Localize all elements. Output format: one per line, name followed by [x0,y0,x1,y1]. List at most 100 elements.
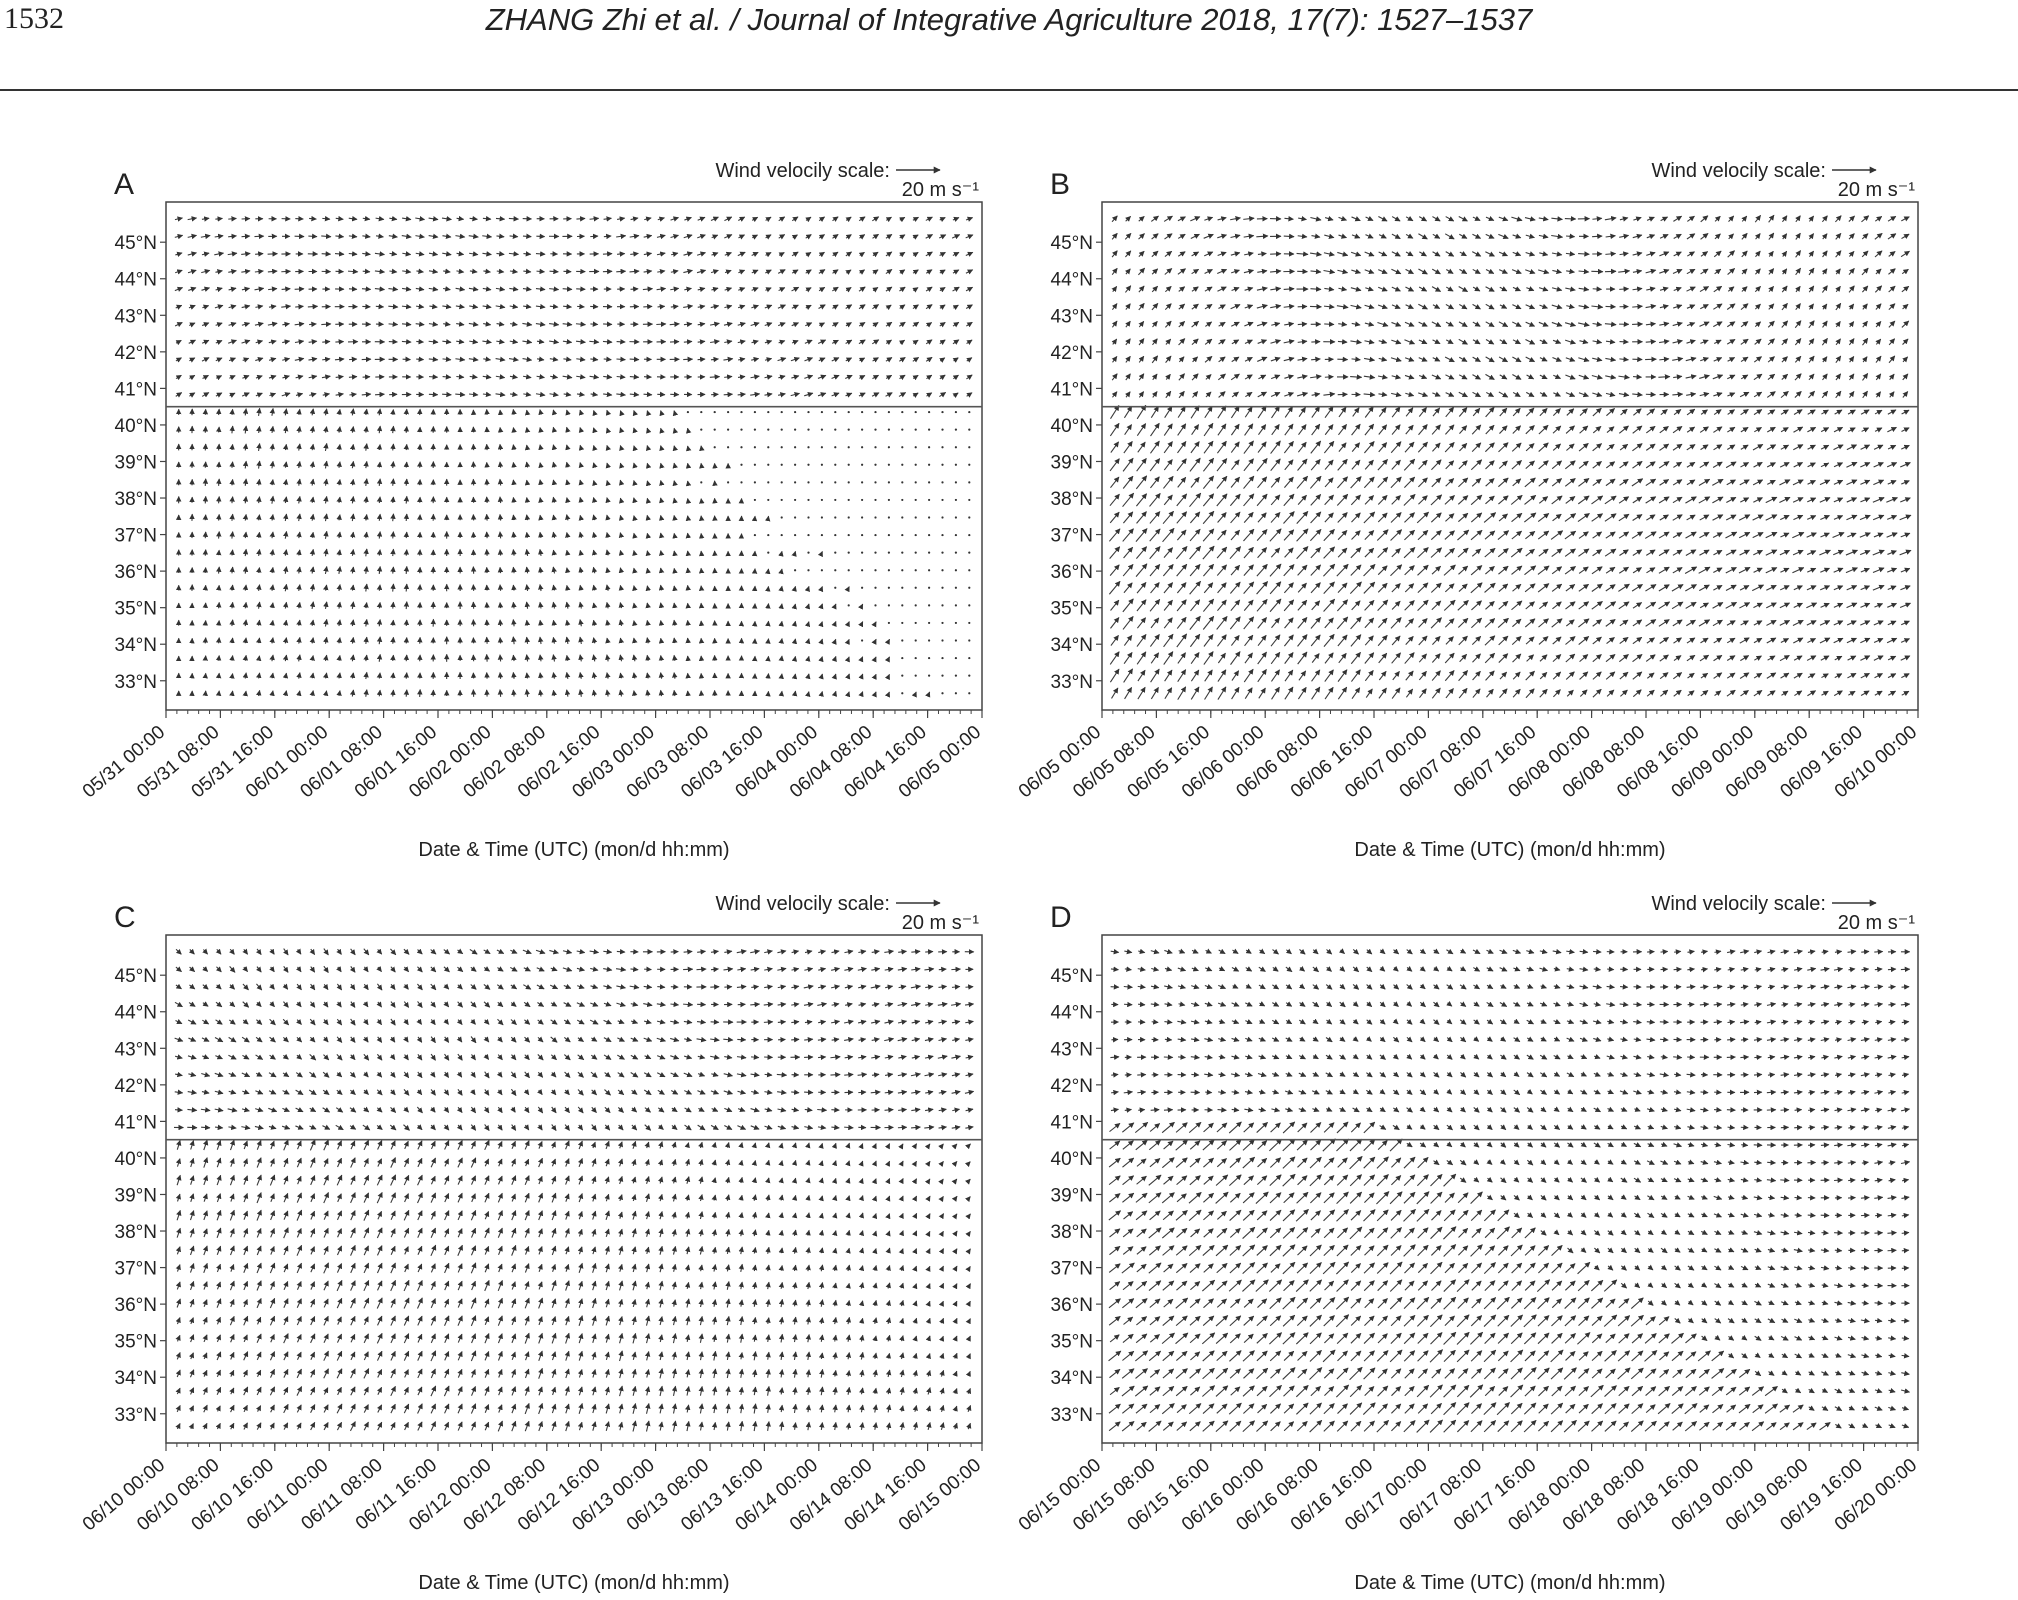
wind-vector [672,427,679,434]
panel-c: 45°N44°N43°N42°N41°N40°N39°N38°N37°N36°N… [79,893,985,1594]
plot-frame [1101,201,1919,711]
wind-dot [780,481,783,484]
wind-dot [847,463,850,466]
wind-dot [874,463,877,466]
wind-vector [657,984,666,990]
wind-dot [834,481,837,484]
wind-dot [954,586,958,589]
wind-vector [229,601,235,609]
wind-vector [375,391,385,398]
wind-dot [807,481,810,484]
wind-dot [901,498,904,502]
wind-dot [914,446,917,449]
wind-dot [914,621,917,625]
wind-vector [403,425,410,433]
wind-vector [791,620,798,627]
wind-dot [914,656,917,660]
wind-dot [968,516,971,519]
wind-vector [672,480,678,487]
y-tick-label: 38°N [115,489,157,510]
wind-dot [954,481,958,484]
wind-vector [390,408,396,415]
wind-vector [229,443,235,451]
wind-vector [390,689,396,697]
wind-vector [643,303,653,310]
wind-vector [804,1089,814,1096]
wind-vector [215,690,222,697]
wind-vector [497,461,504,468]
wind-scale-label: Wind velocily scale: [1651,160,1826,182]
wind-dot [834,428,837,431]
wind-dot [834,446,837,449]
wind-vector [750,1054,760,1060]
y-tick-label: 33°N [1051,672,1093,693]
y-tick-label: 34°N [1051,635,1093,656]
wind-vector [1619,286,1630,292]
wind-vector [672,689,678,697]
plot-frame [165,201,983,711]
y-tick-label: 45°N [1051,233,1093,254]
wind-dot [861,639,864,642]
y-tick-label: 40°N [1051,416,1093,437]
wind-dot [780,446,783,449]
wind-vector [511,496,517,503]
wind-dot [807,428,810,431]
wind-vector [375,303,385,310]
wind-dot [941,604,944,607]
wind-dot [954,621,958,625]
wind-vector [511,671,517,679]
wind-dot [901,674,904,677]
wind-dot [941,586,944,589]
wind-vector [590,233,599,240]
wind-vector [672,497,678,504]
wind-vector [403,565,410,575]
wind-dot [901,446,904,449]
wind-vector [497,513,504,521]
wind-vector [497,496,504,504]
wind-vector [403,408,410,416]
wind-dot [847,498,850,502]
wind-dot [700,428,703,431]
wind-vector [672,567,678,574]
wind-dot [914,533,917,537]
wind-dot [820,446,824,449]
wind-vector [403,583,410,592]
wind-dot [767,533,770,537]
wind-vector [390,531,396,539]
wind-vector [229,637,235,644]
wind-dot [847,551,850,554]
wind-dot [928,410,931,414]
wind-dot [887,586,891,589]
wind-vector [229,566,235,574]
wind-vector [228,216,237,222]
wind-vector [215,637,222,644]
wind-vector [403,478,410,486]
wind-dot [914,604,917,607]
wind-vector [791,638,798,645]
panel-label: B [1050,168,1070,201]
wind-dot [968,569,971,572]
y-tick-label: 43°N [115,306,157,327]
y-tick-label: 33°N [115,672,157,693]
wind-dot [941,410,944,414]
wind-vector [403,601,410,610]
y-tick-label: 37°N [115,526,157,547]
wind-vector [216,478,222,486]
wind-vector [672,410,679,417]
wind-dot [928,604,931,607]
wind-vector [390,460,396,469]
wind-dot [753,481,757,484]
wind-vector [511,689,517,697]
wind-vector [497,654,504,662]
y-tick-label: 40°N [115,416,157,437]
wind-dot [727,410,730,414]
wind-dot [954,463,958,466]
wind-vector [629,374,640,380]
wind-dot [847,516,850,519]
wind-dot [954,674,958,677]
wind-vector [229,478,235,486]
wind-dot [767,463,770,466]
wind-vector [804,621,811,628]
y-tick-label: 34°N [115,635,157,656]
wind-vector [497,409,504,416]
